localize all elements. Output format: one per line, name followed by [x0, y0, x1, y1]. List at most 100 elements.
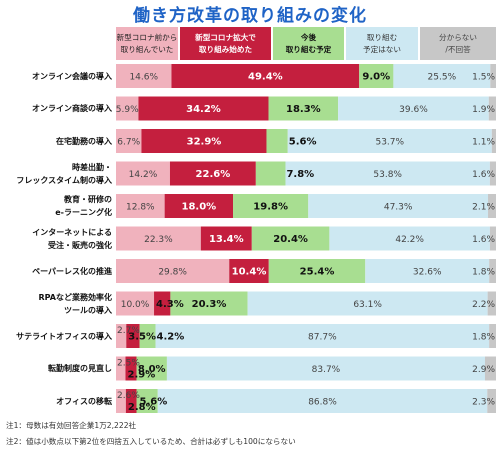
data-label-planned: 5.6%: [139, 397, 167, 408]
bar-segment-planned: [359, 64, 394, 88]
bar-segment-planned: [266, 129, 288, 153]
data-label-planned: 18.3%: [286, 104, 321, 115]
bar-segment-before: [116, 96, 139, 121]
bar-segment-started: [171, 64, 360, 88]
data-label-before: 5.9%: [116, 105, 139, 115]
data-label-planned: 4.2%: [157, 332, 185, 343]
data-label-started: 2.8%: [128, 402, 156, 413]
bar-segment-none: [329, 226, 490, 251]
bar-segment-planned: [255, 161, 286, 186]
bar-segment-none: [365, 259, 490, 283]
data-label-unknown: 1.8%: [472, 333, 495, 343]
data-label-planned: 8.0%: [138, 364, 166, 375]
category-label: オンライン商談の導入: [32, 104, 112, 113]
category-label: 在宅勤務の導入: [56, 136, 112, 146]
bar-segment-started: [141, 129, 267, 153]
data-label-before: 2.5%: [117, 359, 140, 369]
bar-segment-started: [138, 96, 269, 121]
bar-segment-unknown: [489, 259, 496, 283]
bar-segment-started: [229, 259, 269, 283]
bar-segment-none: [308, 194, 489, 218]
bar-segment-planned: [136, 356, 167, 381]
bar-segment-started: [126, 324, 140, 348]
bar-segment-none: [338, 96, 489, 121]
bar-segment-planned: [268, 96, 339, 121]
bar-segment-unknown: [490, 64, 496, 88]
data-label-started: 49.4%: [248, 72, 283, 83]
data-label-started: 3.5%: [128, 332, 156, 343]
data-label-before: 22.3%: [144, 235, 173, 245]
data-label-unknown: 2.9%: [472, 365, 495, 375]
data-label-before: 12.8%: [126, 203, 155, 213]
data-label-started: 13.4%: [209, 234, 244, 245]
data-label-unknown: 2.1%: [472, 203, 495, 213]
bar-segment-unknown: [489, 324, 496, 348]
legend-planned: 今後 取り組む予定: [273, 27, 344, 60]
data-label-started: 34.2%: [186, 104, 221, 115]
category-label: オンライン会議の導入: [32, 71, 112, 81]
data-label-started: 22.6%: [196, 169, 231, 180]
bar-segment-unknown: [489, 161, 496, 186]
legend-none: 取り組む 予定はない: [346, 27, 418, 60]
bar-segment-started: [169, 161, 256, 186]
data-label-unknown: 1.9%: [472, 105, 495, 115]
data-label-before: 14.2%: [129, 170, 158, 180]
data-label-planned: 7.8%: [286, 169, 314, 180]
data-label-unknown: 2.3%: [472, 398, 495, 408]
bar-segment-before: [116, 129, 142, 153]
bar-segment-planned: [251, 226, 330, 251]
category-label: オフィスの移転: [56, 396, 112, 406]
data-label-unknown: 1.1%: [472, 138, 495, 148]
data-label-planned: 9.0%: [362, 72, 390, 83]
data-label-unknown: 1.5%: [472, 73, 495, 83]
data-label-none: 53.8%: [373, 170, 402, 180]
bar-segment-before: [116, 356, 126, 381]
legend-before: 新型コロナ前から 取り組んでいた: [116, 27, 178, 60]
data-label-none: 25.5%: [428, 73, 457, 83]
category-label: ペーパーレス化の推進: [32, 266, 112, 276]
data-label-none: 47.3%: [384, 203, 413, 213]
bar-segment-planned: [170, 291, 248, 316]
category-label: RPAなど業務効率化 ツールの導入: [38, 292, 112, 315]
bar-segment-started: [164, 194, 234, 218]
data-label-none: 63.1%: [353, 300, 382, 310]
chart-title: 働き方改革の取り組みの変化: [133, 6, 367, 26]
data-label-none: 53.7%: [375, 138, 404, 148]
data-label-started: 2.9%: [128, 370, 156, 381]
bar-segment-planned: [136, 389, 158, 413]
bar-segment-before: [116, 226, 201, 251]
data-label-before: 14.6%: [129, 73, 158, 83]
data-label-started: 18.0%: [181, 202, 216, 213]
data-label-before: 2.7%: [117, 326, 140, 336]
data-label-started: 10.4%: [232, 267, 267, 278]
category-label: 教育・研修の e-ラーニング化: [55, 195, 112, 217]
bar-segment-started: [125, 389, 137, 413]
bar-segment-planned: [268, 259, 366, 283]
category-label: 時差出勤・ フレックスタイム制の導入: [16, 162, 112, 185]
bar-segment-unknown: [484, 356, 496, 381]
category-label: インターネットによる 受注・販売の強化: [32, 227, 112, 250]
data-label-before: 10.0%: [121, 300, 150, 310]
data-label-before: 2.6%: [117, 391, 140, 401]
data-label-planned: 19.8%: [253, 202, 288, 213]
data-label-unknown: 2.2%: [472, 300, 495, 310]
data-label-started: 4.3%: [156, 299, 184, 310]
bar-segment-none: [166, 356, 485, 381]
bar-segment-unknown: [489, 226, 496, 251]
data-label-unknown: 1.8%: [472, 268, 495, 278]
bar-segment-started: [154, 291, 171, 316]
data-label-none: 86.8%: [308, 398, 337, 408]
bar-segment-before: [116, 64, 172, 88]
bar-segment-planned: [233, 194, 309, 218]
bar-segment-before: [116, 291, 155, 316]
bar-segment-before: [116, 324, 127, 348]
data-label-unknown: 1.6%: [472, 170, 495, 180]
data-label-none: 32.6%: [413, 268, 442, 278]
bar-segment-unknown: [491, 129, 496, 153]
data-label-none: 39.6%: [399, 105, 428, 115]
bar-segment-started: [125, 356, 137, 381]
data-label-none: 83.7%: [312, 365, 341, 375]
data-label-planned: 25.4%: [300, 267, 335, 278]
bar-segment-before: [116, 389, 126, 413]
data-label-before: 6.7%: [117, 138, 140, 148]
